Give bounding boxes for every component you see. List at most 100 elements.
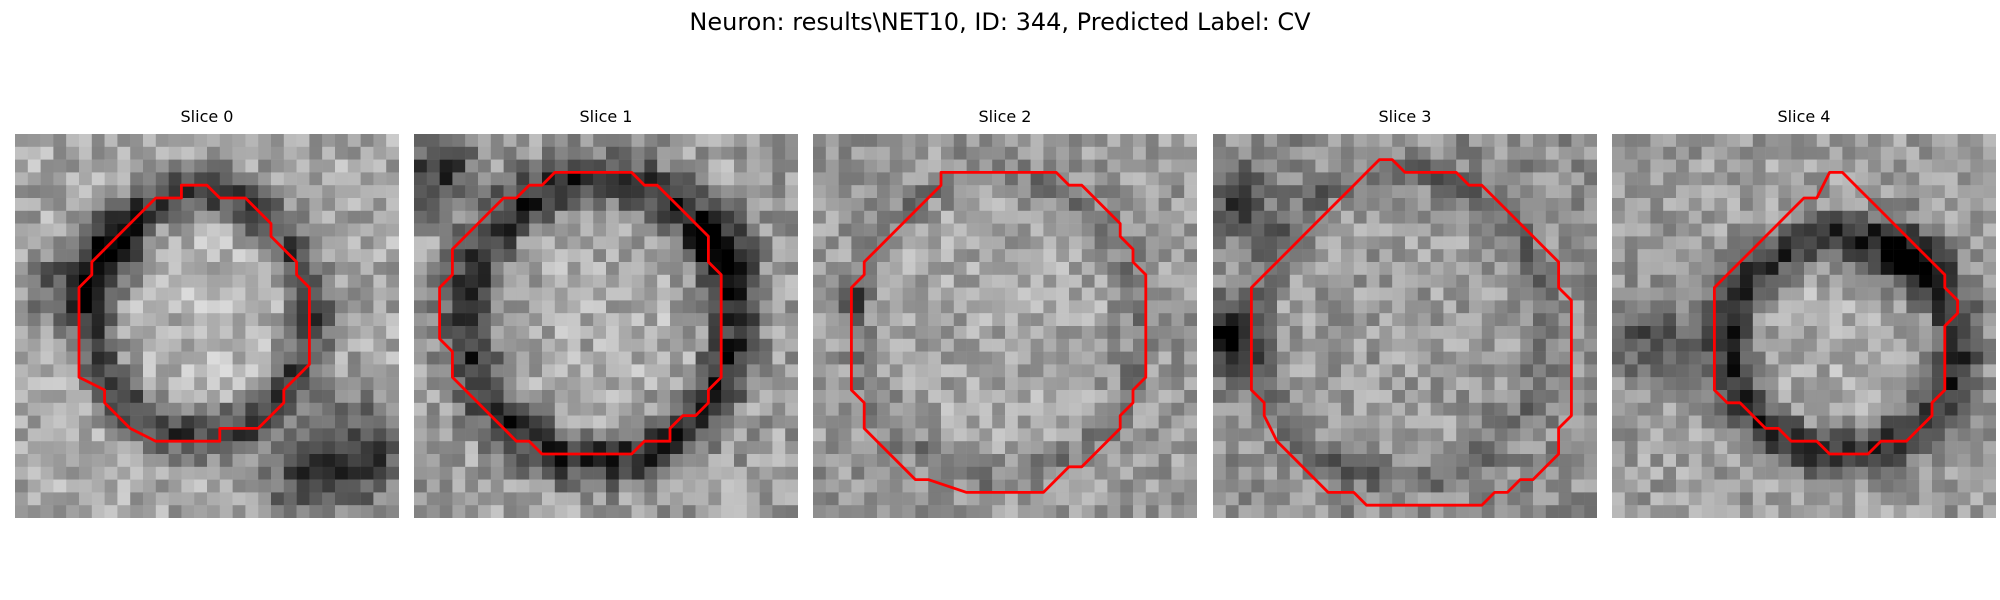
image-pixel xyxy=(1213,287,1227,301)
image-pixel xyxy=(1983,134,1996,148)
image-pixel xyxy=(373,377,387,391)
image-pixel xyxy=(542,287,556,301)
image-pixel xyxy=(322,441,336,455)
image-pixel xyxy=(155,300,169,314)
image-pixel xyxy=(746,274,760,288)
image-pixel xyxy=(529,274,543,288)
image-pixel xyxy=(618,313,632,327)
image-pixel xyxy=(130,159,144,173)
image-pixel xyxy=(851,441,865,455)
image-pixel xyxy=(941,198,955,212)
image-pixel xyxy=(373,415,387,429)
image-pixel xyxy=(207,146,221,160)
image-pixel xyxy=(91,236,105,250)
image-pixel xyxy=(554,210,568,224)
image-pixel xyxy=(373,454,387,468)
image-pixel xyxy=(1379,159,1393,173)
image-pixel xyxy=(593,428,607,442)
image-pixel xyxy=(1919,300,1933,314)
image-pixel xyxy=(1094,249,1108,263)
image-pixel xyxy=(1791,466,1805,480)
image-pixel xyxy=(1043,390,1057,404)
image-pixel xyxy=(1663,479,1677,493)
image-pixel xyxy=(1225,479,1239,493)
image-pixel xyxy=(347,262,361,276)
image-pixel xyxy=(1251,326,1265,340)
image-pixel xyxy=(542,300,556,314)
image-pixel xyxy=(335,134,349,148)
image-pixel xyxy=(979,236,993,250)
image-pixel xyxy=(529,326,543,340)
image-pixel xyxy=(1366,351,1380,365)
image-pixel xyxy=(759,351,773,365)
image-pixel xyxy=(1880,236,1894,250)
image-pixel xyxy=(631,466,645,480)
image-pixel xyxy=(838,466,852,480)
image-pixel xyxy=(1855,134,1869,148)
image-pixel xyxy=(168,262,182,276)
image-pixel xyxy=(529,249,543,263)
image-pixel xyxy=(915,390,929,404)
image-pixel xyxy=(1417,223,1431,237)
image-pixel xyxy=(143,146,157,160)
image-pixel xyxy=(194,479,208,493)
image-pixel xyxy=(1251,249,1265,263)
image-pixel xyxy=(1906,134,1920,148)
image-pixel xyxy=(1701,326,1715,340)
image-pixel xyxy=(1494,390,1508,404)
image-pixel xyxy=(644,479,658,493)
image-pixel xyxy=(1251,377,1265,391)
image-pixel xyxy=(1238,454,1252,468)
image-pixel xyxy=(130,454,144,468)
image-pixel xyxy=(1571,262,1585,276)
image-pixel xyxy=(851,466,865,480)
image-pixel xyxy=(813,402,827,416)
image-pixel xyxy=(296,402,310,416)
image-pixel xyxy=(1417,479,1431,493)
image-pixel xyxy=(1637,390,1651,404)
image-pixel xyxy=(1932,479,1946,493)
image-pixel xyxy=(759,377,773,391)
image-pixel xyxy=(1302,441,1316,455)
image-pixel xyxy=(1740,159,1754,173)
image-pixel xyxy=(1584,492,1597,506)
image-pixel xyxy=(606,172,620,186)
image-pixel xyxy=(1983,287,1996,301)
image-pixel xyxy=(851,159,865,173)
image-pixel xyxy=(529,415,543,429)
image-pixel xyxy=(1417,262,1431,276)
image-pixel xyxy=(478,198,492,212)
image-pixel xyxy=(1970,300,1984,314)
image-pixel xyxy=(1533,364,1547,378)
image-pixel xyxy=(1238,492,1252,506)
image-pixel xyxy=(1893,236,1907,250)
image-pixel xyxy=(772,505,786,518)
image-pixel xyxy=(606,466,620,480)
image-pixel xyxy=(1056,249,1070,263)
image-pixel xyxy=(1302,262,1316,276)
image-pixel xyxy=(1417,146,1431,160)
image-pixel xyxy=(593,505,607,518)
image-pixel xyxy=(271,338,285,352)
image-pixel xyxy=(1264,300,1278,314)
image-pixel xyxy=(219,300,233,314)
image-pixel xyxy=(309,185,323,199)
image-pixel xyxy=(864,223,878,237)
image-pixel xyxy=(1740,210,1754,224)
image-pixel xyxy=(682,466,696,480)
image-pixel xyxy=(670,210,684,224)
image-pixel xyxy=(1238,146,1252,160)
image-pixel xyxy=(452,300,466,314)
image-pixel xyxy=(941,223,955,237)
image-pixel xyxy=(516,300,530,314)
image-pixel xyxy=(1970,390,1984,404)
image-pixel xyxy=(1880,172,1894,186)
image-pixel xyxy=(143,364,157,378)
image-pixel xyxy=(1584,479,1597,493)
image-pixel xyxy=(1906,505,1920,518)
image-pixel xyxy=(1277,262,1291,276)
image-pixel xyxy=(825,364,839,378)
image-pixel xyxy=(657,210,671,224)
image-pixel xyxy=(1663,338,1677,352)
image-pixel xyxy=(309,390,323,404)
